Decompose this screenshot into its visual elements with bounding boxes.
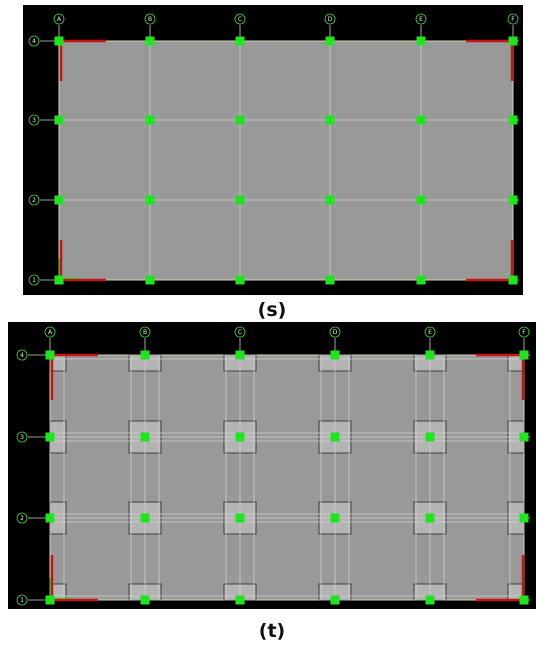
column-node-green-square-icon xyxy=(45,432,55,442)
column-node-green-square-icon xyxy=(508,195,518,205)
column-node-green-square-icon xyxy=(425,432,435,442)
row-3-label: 3 xyxy=(20,434,24,441)
column-C-grid-bubble-icon xyxy=(234,326,246,338)
column-B-label: B xyxy=(148,16,152,23)
column-node-green-square-icon xyxy=(330,513,340,523)
column-D-label: D xyxy=(333,329,338,336)
column-node-green-square-icon xyxy=(140,350,150,360)
column-node-green-square-icon xyxy=(145,195,155,205)
column-A-label: A xyxy=(57,16,62,23)
column-node-green-square-icon xyxy=(145,36,155,46)
column-E-label: E xyxy=(428,329,432,336)
row-3-grid-bubble-icon xyxy=(16,431,28,443)
plan-drawing-s: A B C D E F 4 3 2 1 xyxy=(28,13,519,286)
column-node-green-square-icon xyxy=(235,350,245,360)
column-node-green-square-icon xyxy=(235,115,245,125)
column-B-grid-bubble-icon xyxy=(139,326,151,338)
column-node-green-square-icon xyxy=(325,115,335,125)
floor-slab xyxy=(58,40,514,281)
column-E-grid-bubble-icon xyxy=(424,326,436,338)
column-node-green-square-icon xyxy=(325,275,335,285)
floor-slab xyxy=(49,354,525,601)
column-node-green-square-icon xyxy=(54,275,64,285)
column-node-green-square-icon xyxy=(416,115,426,125)
column-node-green-square-icon xyxy=(140,432,150,442)
column-node-green-square-icon xyxy=(325,36,335,46)
column-D-grid-bubble-icon xyxy=(324,13,336,25)
column-F-grid-bubble-icon xyxy=(507,13,519,25)
column-node-green-square-icon xyxy=(145,115,155,125)
column-node-green-square-icon xyxy=(519,350,529,360)
column-node-green-square-icon xyxy=(45,350,55,360)
column-node-green-square-icon xyxy=(54,115,64,125)
column-node-green-square-icon xyxy=(235,275,245,285)
plan-view-s[interactable]: A B C D E F 4 3 2 1 xyxy=(23,5,523,295)
column-node-green-square-icon xyxy=(235,595,245,605)
column-F-label: F xyxy=(511,16,515,23)
row-3-grid-bubble-icon xyxy=(28,114,40,126)
row-4-label: 4 xyxy=(32,38,36,45)
column-F-grid-bubble-icon xyxy=(518,326,530,338)
column-node-green-square-icon xyxy=(330,432,340,442)
row-4-grid-bubble-icon xyxy=(16,349,28,361)
column-B-label: B xyxy=(143,329,147,336)
column-node-green-square-icon xyxy=(235,513,245,523)
column-C-grid-bubble-icon xyxy=(234,13,246,25)
column-node-green-square-icon xyxy=(519,595,529,605)
row-1-label: 1 xyxy=(32,277,36,284)
row-2-grid-bubble-icon xyxy=(28,194,40,206)
column-E-grid-bubble-icon xyxy=(415,13,427,25)
column-node-green-square-icon xyxy=(140,513,150,523)
row-1-grid-bubble-icon xyxy=(28,274,40,286)
column-node-green-square-icon xyxy=(425,513,435,523)
column-node-green-square-icon xyxy=(425,350,435,360)
column-node-green-square-icon xyxy=(519,432,529,442)
column-D-grid-bubble-icon xyxy=(329,326,341,338)
plan-view-t[interactable]: A B C D E F 4 3 2 1 xyxy=(8,322,536,609)
row-3-label: 3 xyxy=(32,117,36,124)
column-E-label: E xyxy=(419,16,423,23)
column-node-green-square-icon xyxy=(416,36,426,46)
column-node-green-square-icon xyxy=(508,275,518,285)
column-node-green-square-icon xyxy=(235,195,245,205)
column-C-label: C xyxy=(238,16,242,23)
caption-t: (t) xyxy=(258,620,286,642)
row-2-label: 2 xyxy=(20,515,24,522)
column-node-green-square-icon xyxy=(54,195,64,205)
column-node-green-square-icon xyxy=(54,36,64,46)
row-2-label: 2 xyxy=(32,197,36,204)
column-node-green-square-icon xyxy=(508,36,518,46)
column-node-green-square-icon xyxy=(140,595,150,605)
column-A-grid-bubble-icon xyxy=(44,326,56,338)
column-node-green-square-icon xyxy=(235,36,245,46)
column-A-label: A xyxy=(48,329,53,336)
column-node-green-square-icon xyxy=(45,513,55,523)
column-D-label: D xyxy=(328,16,333,23)
column-node-green-square-icon xyxy=(519,513,529,523)
column-node-green-square-icon xyxy=(45,595,55,605)
row-1-label: 1 xyxy=(20,597,24,604)
column-node-green-square-icon xyxy=(235,432,245,442)
column-node-green-square-icon xyxy=(325,195,335,205)
column-node-green-square-icon xyxy=(416,275,426,285)
row-2-grid-bubble-icon xyxy=(16,512,28,524)
column-node-green-square-icon xyxy=(425,595,435,605)
column-F-label: F xyxy=(522,329,526,336)
column-node-green-square-icon xyxy=(145,275,155,285)
column-C-label: C xyxy=(238,329,242,336)
row-1-grid-bubble-icon xyxy=(16,594,28,606)
column-node-green-square-icon xyxy=(330,350,340,360)
column-A-grid-bubble-icon xyxy=(53,13,65,25)
plan-drawing-t: A B C D E F 4 3 2 1 xyxy=(16,326,530,606)
column-node-green-square-icon xyxy=(330,595,340,605)
row-4-label: 4 xyxy=(20,352,24,359)
column-B-grid-bubble-icon xyxy=(144,13,156,25)
column-node-green-square-icon xyxy=(416,195,426,205)
column-node-green-square-icon xyxy=(508,115,518,125)
row-4-grid-bubble-icon xyxy=(28,35,40,47)
caption-s: (s) xyxy=(257,299,287,321)
